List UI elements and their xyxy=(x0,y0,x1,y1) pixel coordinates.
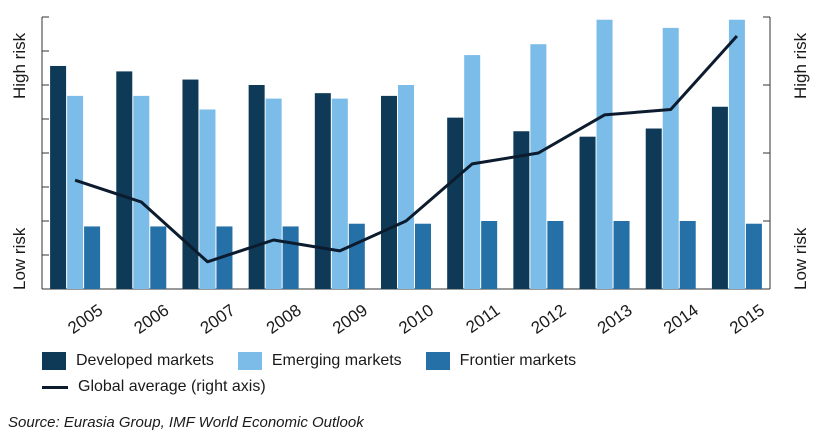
legend-item-global: Global average (right axis) xyxy=(42,378,266,396)
bar-emerging-2005 xyxy=(67,95,84,289)
bar-frontier-2006 xyxy=(150,226,167,289)
x-tick-label-2007: 2007 xyxy=(197,301,239,338)
bar-developed-2011 xyxy=(447,117,464,289)
left-axis-label-bottom: Low risk xyxy=(10,227,29,290)
bar-developed-2014 xyxy=(645,128,662,289)
legend: Developed markets Emerging markets Front… xyxy=(42,348,802,400)
chart-lines xyxy=(74,34,739,264)
legend-label-developed: Developed markets xyxy=(76,352,214,369)
bar-emerging-2015 xyxy=(728,19,745,289)
x-tick-label-2014: 2014 xyxy=(660,301,702,338)
chart-bars xyxy=(50,19,762,290)
chart: 2005 2006 2007 2008 2009 2010 2011 2012 2013 2014… xyxy=(10,16,810,338)
bar-frontier-2015 xyxy=(745,223,762,289)
legend-label-frontier: Frontier markets xyxy=(459,352,577,369)
x-tick-label-2005: 2005 xyxy=(64,301,106,338)
bar-frontier-2012 xyxy=(547,221,564,289)
legend-swatch-developed xyxy=(42,352,66,370)
legend-swatch-frontier xyxy=(425,352,450,370)
bar-developed-2010 xyxy=(381,95,397,289)
x-tick-label-2009: 2009 xyxy=(329,301,371,338)
x-tick-label-2010: 2010 xyxy=(395,301,437,338)
legend-swatch-emerging xyxy=(237,352,262,370)
bar-emerging-2014 xyxy=(662,27,679,289)
x-tick-label-2012: 2012 xyxy=(528,301,570,338)
bar-developed-2006 xyxy=(116,71,133,290)
right-axis-label-top: High risk xyxy=(791,32,810,99)
bar-emerging-2007 xyxy=(199,109,216,289)
bar-developed-2009 xyxy=(314,93,331,289)
legend-row-bars: Developed markets Emerging markets Front… xyxy=(42,348,802,374)
legend-item-emerging: Emerging markets xyxy=(237,352,402,370)
bar-frontier-2010 xyxy=(415,223,431,289)
bar-frontier-2013 xyxy=(613,221,630,289)
legend-label-global: Global average (right axis) xyxy=(78,378,266,395)
bar-emerging-2012 xyxy=(530,44,547,290)
bar-developed-2007 xyxy=(182,79,199,289)
bar-developed-2012 xyxy=(513,131,530,289)
bar-emerging-2009 xyxy=(331,98,348,289)
x-tick-label-2011: 2011 xyxy=(463,301,504,338)
left-axis-label-top: High risk xyxy=(10,32,29,99)
bar-developed-2015 xyxy=(711,106,728,289)
line-global-average xyxy=(74,34,739,264)
bar-emerging-2013 xyxy=(596,19,613,289)
legend-swatch-global xyxy=(42,385,68,389)
bar-developed-2013 xyxy=(579,136,596,289)
legend-item-developed: Developed markets xyxy=(42,352,214,370)
legend-label-emerging: Emerging markets xyxy=(271,352,402,369)
x-tick-labels: 2005 2006 2007 2008 2009 2010 2011 2012 2013 2014… xyxy=(64,301,768,338)
bar-frontier-2008 xyxy=(282,226,299,289)
x-tick-label-2015: 2015 xyxy=(726,301,768,338)
right-axis-label-bottom: Low risk xyxy=(791,227,810,290)
x-tick-label-2013: 2013 xyxy=(594,301,636,338)
bar-frontier-2005 xyxy=(84,226,101,289)
bar-developed-2005 xyxy=(50,65,67,290)
bar-emerging-2010 xyxy=(398,85,414,289)
bar-frontier-2009 xyxy=(348,223,365,289)
x-tick-label-2008: 2008 xyxy=(263,301,305,338)
bar-emerging-2006 xyxy=(133,95,150,289)
bar-emerging-2008 xyxy=(265,98,282,289)
bar-developed-2008 xyxy=(248,85,265,289)
x-tick-label-2006: 2006 xyxy=(131,301,173,338)
bar-frontier-2014 xyxy=(679,221,696,289)
legend-row-line: Global average (right axis) xyxy=(42,374,802,400)
source-note: Source: Eurasia Group, IMF World Economi… xyxy=(8,414,364,431)
legend-item-frontier: Frontier markets xyxy=(425,352,577,370)
bar-frontier-2011 xyxy=(481,221,498,289)
bar-emerging-2011 xyxy=(464,55,481,289)
